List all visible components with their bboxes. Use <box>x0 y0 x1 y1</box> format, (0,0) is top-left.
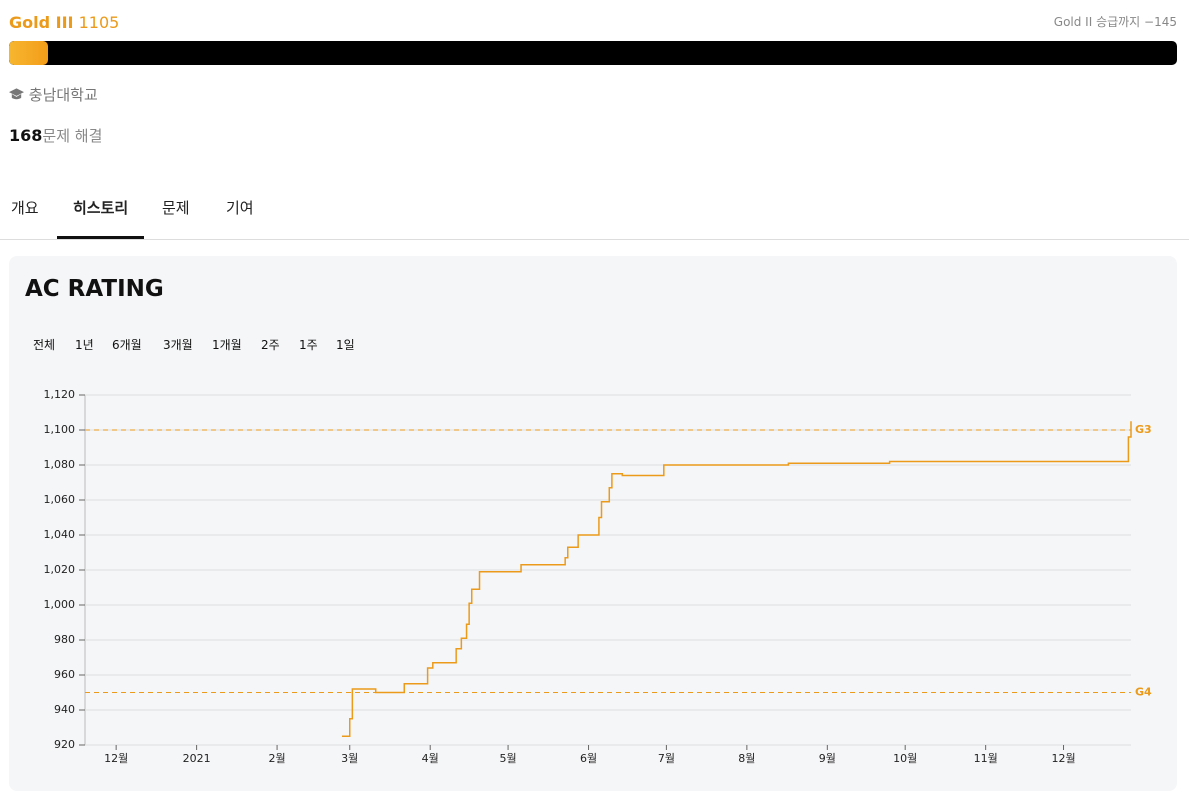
range-button[interactable]: 1일 <box>336 338 355 352</box>
y-tick-label: 980 <box>54 633 75 646</box>
range-button[interactable]: 3개월 <box>163 338 193 352</box>
school-name: 충남대학교 <box>28 86 98 104</box>
x-tick-label: 3월 <box>341 752 358 765</box>
divider <box>0 239 1189 240</box>
y-tick-label: 1,120 <box>44 388 76 401</box>
range-button[interactable]: 2주 <box>261 338 280 352</box>
progress-bar <box>9 41 1177 65</box>
solved-count: 168 <box>9 126 43 145</box>
tier-name: Gold III <box>9 13 74 32</box>
y-tick-label: 940 <box>54 703 75 716</box>
tab-underline <box>57 236 144 239</box>
range-button[interactable]: 1개월 <box>212 338 242 352</box>
y-tick-label: 1,020 <box>44 563 76 576</box>
rating-line <box>341 421 1132 737</box>
y-tick-label: 1,080 <box>44 458 76 471</box>
chart-title: AC RATING <box>25 276 164 302</box>
x-tick-label: 12월 <box>104 752 128 765</box>
rating: 1105 <box>78 13 120 32</box>
school: 충남대학교 <box>9 84 98 105</box>
y-tick-label: 1,100 <box>44 423 76 436</box>
chart-card <box>9 256 1177 791</box>
solved-label: 문제 해결 <box>42 127 103 145</box>
y-tick-label: 1,000 <box>44 598 76 611</box>
tier: Gold III 1105 <box>9 13 119 32</box>
tier-label: G3 <box>1135 423 1152 436</box>
y-tick-label: 1,060 <box>44 493 76 506</box>
progress-fill <box>9 41 48 65</box>
x-tick-label: 4월 <box>422 752 439 765</box>
range-button[interactable]: 6개월 <box>112 338 142 352</box>
school-icon <box>9 88 24 100</box>
tab[interactable]: 히스토리 <box>73 199 129 217</box>
x-tick-label: 12월 <box>1051 752 1075 765</box>
solved: 168문제 해결 <box>9 125 102 146</box>
y-tick-label: 960 <box>54 668 75 681</box>
next-tier: Gold II 승급까지 −145 <box>1053 15 1177 29</box>
x-tick-label: 11월 <box>974 752 998 765</box>
x-tick-label: 9월 <box>819 752 836 765</box>
tab[interactable]: 문제 <box>162 199 190 217</box>
range-button[interactable]: 전체 <box>33 338 56 352</box>
y-tick-label: 1,040 <box>44 528 76 541</box>
x-tick-label: 5월 <box>500 752 517 765</box>
x-tick-label: 2월 <box>269 752 286 765</box>
x-tick-label: 8월 <box>738 752 755 765</box>
y-tick-label: 920 <box>54 738 75 751</box>
tab[interactable]: 기여 <box>226 199 254 217</box>
tab[interactable]: 개요 <box>11 199 39 217</box>
x-tick-label: 7월 <box>658 752 675 765</box>
x-tick-label: 10월 <box>893 752 917 765</box>
tier-label: G4 <box>1135 686 1152 699</box>
range-button[interactable]: 1년 <box>75 338 94 352</box>
x-tick-label: 2021 <box>183 752 211 765</box>
x-tick-label: 6월 <box>580 752 597 765</box>
range-button[interactable]: 1주 <box>299 338 318 352</box>
